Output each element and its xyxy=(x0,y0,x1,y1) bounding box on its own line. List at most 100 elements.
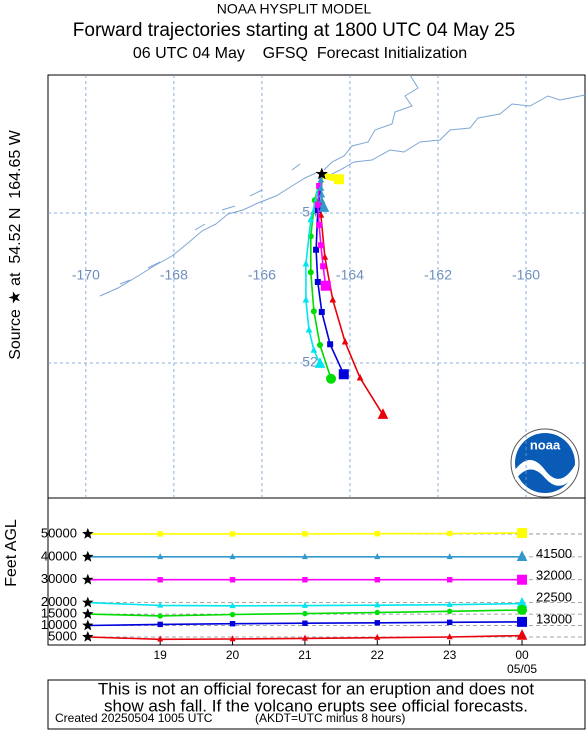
marker xyxy=(517,574,528,585)
y2-tick-label: 32000 xyxy=(536,568,572,583)
height-frame xyxy=(47,497,586,646)
lat-label: 52 xyxy=(302,354,318,370)
source-star xyxy=(316,168,328,179)
marker xyxy=(356,373,364,381)
marker xyxy=(229,531,236,537)
lon-label: -168 xyxy=(160,267,188,283)
marker xyxy=(446,553,453,560)
start-star xyxy=(82,550,94,562)
marker xyxy=(229,553,236,560)
y2-tick-label: 41500 xyxy=(536,546,572,561)
timezone: (AKDT=UTC minus 8 hours) xyxy=(255,711,405,725)
marker xyxy=(229,611,236,618)
lon-label: -166 xyxy=(248,267,276,283)
marker xyxy=(301,601,308,608)
marker xyxy=(446,633,453,640)
marker xyxy=(314,201,321,208)
y-tick-label: 50000 xyxy=(41,525,77,540)
marker xyxy=(326,373,337,384)
disclaimer: This is not an official forecast for an … xyxy=(98,679,535,698)
marker xyxy=(157,613,163,619)
marker xyxy=(374,601,381,608)
marker xyxy=(302,620,308,626)
marker xyxy=(516,629,528,640)
marker xyxy=(317,211,325,218)
y-tick-label: 40000 xyxy=(41,548,77,563)
marker xyxy=(333,174,344,185)
marker xyxy=(318,201,330,212)
marker xyxy=(302,610,308,617)
header-line: 06 UTC 04 May GFSQ Forecast Initializati… xyxy=(133,45,467,62)
footer-frame xyxy=(47,679,586,730)
y-tick-label: 10000 xyxy=(41,617,77,632)
map-frame xyxy=(47,74,586,499)
marker xyxy=(374,577,380,583)
header-line: NOAA HYSPLIT MODEL xyxy=(217,1,372,17)
lon-label: -164 xyxy=(336,267,364,283)
date-label: 05/05 xyxy=(507,662,537,676)
marker xyxy=(157,553,164,560)
x-tick-label: 00 xyxy=(515,648,529,662)
marker xyxy=(313,246,320,253)
marker xyxy=(301,634,308,641)
marker xyxy=(317,242,324,249)
marker xyxy=(229,602,236,609)
marker xyxy=(377,408,389,419)
x-tick-label: 19 xyxy=(153,648,167,662)
marker xyxy=(446,600,453,607)
header-title: Forward trajectories starting at 1800 UT… xyxy=(73,20,515,41)
source-label: Source ★ at 54.52 N 164.65 W xyxy=(7,129,24,359)
marker xyxy=(317,184,325,191)
y-tick-label: 30000 xyxy=(41,571,77,586)
y-axis-label: Feet AGL xyxy=(3,519,20,587)
marker xyxy=(310,346,318,353)
start-star xyxy=(82,619,94,631)
logo-text: noaa xyxy=(530,437,561,452)
marker xyxy=(316,222,323,228)
marker xyxy=(314,279,321,285)
start-star xyxy=(82,631,94,642)
marker xyxy=(229,621,236,627)
marker xyxy=(305,325,313,333)
marker xyxy=(318,309,325,315)
marker xyxy=(374,633,381,640)
marker xyxy=(157,635,164,642)
marker xyxy=(517,528,528,539)
marker xyxy=(229,635,236,642)
marker xyxy=(516,550,528,561)
marker xyxy=(310,308,317,315)
marker xyxy=(157,601,164,608)
marker xyxy=(374,620,380,626)
marker xyxy=(157,621,163,628)
marker xyxy=(320,280,331,291)
marker xyxy=(327,341,334,348)
marker xyxy=(374,553,381,560)
lon-label: -162 xyxy=(424,267,452,283)
marker xyxy=(374,609,380,616)
y2-tick-label: 22500 xyxy=(536,589,572,604)
marker xyxy=(302,259,310,267)
marker xyxy=(446,577,453,583)
x-tick-label: 21 xyxy=(298,648,312,662)
marker xyxy=(307,215,315,223)
marker xyxy=(314,357,326,368)
marker xyxy=(229,577,236,583)
lon-label: -170 xyxy=(72,267,100,283)
marker xyxy=(302,577,308,583)
marker xyxy=(302,531,308,537)
coastline xyxy=(99,74,586,297)
marker xyxy=(338,369,349,380)
x-tick-label: 23 xyxy=(443,648,457,662)
marker xyxy=(446,530,453,537)
y-tick-label: 20000 xyxy=(41,594,77,609)
marker xyxy=(307,269,314,276)
marker xyxy=(341,337,349,345)
marker xyxy=(446,619,453,626)
noaa-logo: noaa xyxy=(510,428,580,498)
start-star xyxy=(82,596,94,608)
start-star xyxy=(82,573,94,585)
marker xyxy=(517,616,528,627)
marker xyxy=(157,577,163,583)
y-tick-label: 15000 xyxy=(41,606,77,621)
